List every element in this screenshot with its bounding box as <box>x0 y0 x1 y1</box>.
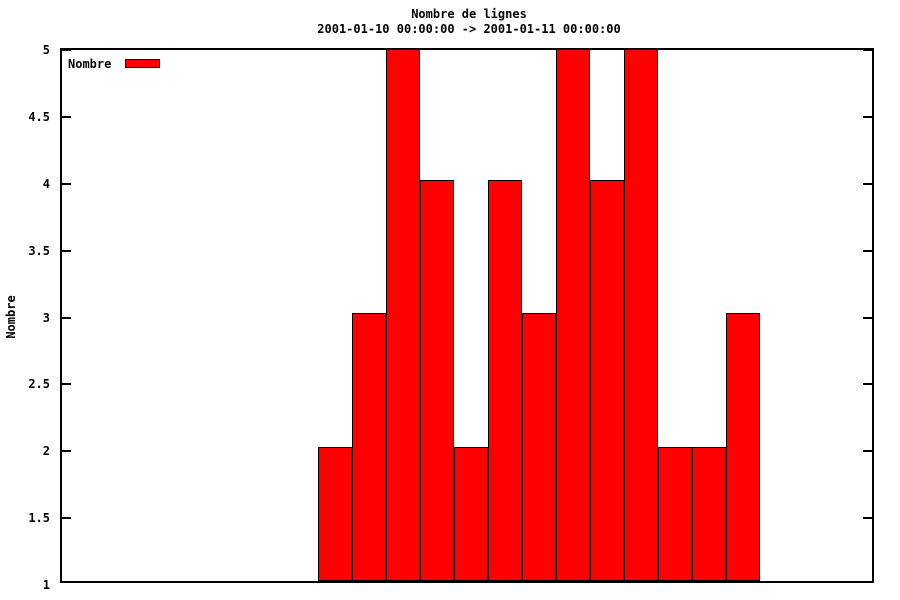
chart-title-block: Nombre de lignes 2001-01-10 00:00:00 -> … <box>60 7 878 37</box>
legend-swatch <box>124 59 160 68</box>
legend: Nombre <box>68 56 160 72</box>
bar <box>420 180 454 581</box>
plot-area: Nombre <box>60 48 874 583</box>
y-tick-label: 1.5 <box>28 511 50 525</box>
bar <box>726 313 760 581</box>
bar <box>692 447 726 581</box>
y-tick-mark-left <box>62 383 71 385</box>
y-tick-label: 4.5 <box>28 110 50 124</box>
y-tick-mark-right <box>863 50 872 51</box>
y-tick-mark-right <box>863 183 872 185</box>
y-tick-mark-right <box>863 317 872 319</box>
y-tick-mark-left <box>62 183 71 185</box>
y-tick-label: 3 <box>42 311 50 325</box>
bar <box>658 447 692 581</box>
bar <box>454 447 488 581</box>
bar <box>556 50 590 581</box>
y-tick-mark-right <box>863 250 872 252</box>
y-tick-mark-right <box>863 116 872 118</box>
bar <box>624 50 658 581</box>
legend-label: Nombre <box>68 56 112 71</box>
bar <box>488 180 522 581</box>
chart-subtitle: 2001-01-10 00:00:00 -> 2001-01-11 00:00:… <box>317 22 621 36</box>
y-tick-mark-left <box>62 116 71 118</box>
y-tick-mark-left <box>62 450 71 452</box>
y-tick-mark-left <box>62 317 71 319</box>
bar <box>386 50 420 581</box>
y-tick-mark-right <box>863 383 872 385</box>
y-tick-label: 4 <box>42 177 50 191</box>
bar <box>352 313 386 581</box>
y-tick-mark-right <box>863 517 872 519</box>
y-tick-label: 2 <box>42 444 50 458</box>
bar <box>318 447 352 581</box>
bar <box>590 180 624 581</box>
y-tick-mark-left <box>62 50 71 51</box>
y-tick-mark-left <box>62 517 71 519</box>
y-tick-label: 5 <box>42 43 50 57</box>
y-tick-label: 2.5 <box>28 377 50 391</box>
y-tick-mark-right <box>863 450 872 452</box>
y-tick-label: 3.5 <box>28 244 50 258</box>
bar <box>522 313 556 581</box>
y-tick-label: 1 <box>42 578 50 592</box>
y-tick-mark-left <box>62 250 71 252</box>
chart-title: Nombre de lignes <box>411 7 527 21</box>
